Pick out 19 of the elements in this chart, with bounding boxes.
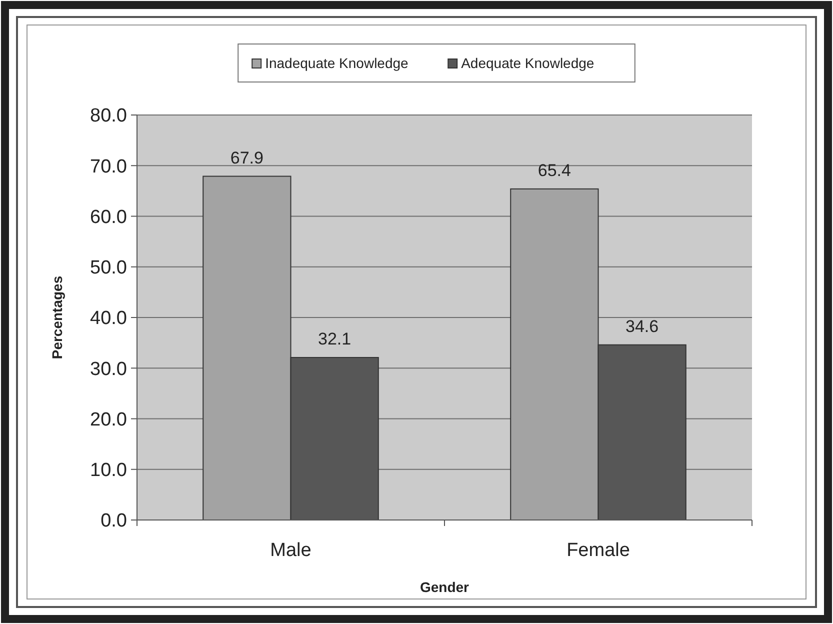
x-tick-label: Male bbox=[270, 540, 312, 561]
y-tick-label: 70.0 bbox=[90, 156, 127, 178]
legend-label: Inadequate Knowledge bbox=[265, 55, 409, 71]
data-label: 65.4 bbox=[538, 160, 571, 180]
data-label: 34.6 bbox=[626, 316, 659, 336]
data-label: 32.1 bbox=[318, 329, 352, 348]
y-tick-label: 10.0 bbox=[90, 460, 127, 482]
y-tick-label: 80.0 bbox=[90, 106, 127, 127]
y-tick-label: 60.0 bbox=[90, 206, 127, 228]
y-tick-label: 50.0 bbox=[90, 258, 127, 279]
y-tick-label: 0.0 bbox=[100, 510, 127, 532]
data-label: 67.9 bbox=[230, 148, 264, 168]
y-tick-label: 20.0 bbox=[90, 409, 127, 430]
x-axis-title: Gender bbox=[420, 579, 470, 595]
y-tick-label: 40.0 bbox=[90, 308, 127, 330]
y-axis-title: Percentages bbox=[49, 276, 65, 360]
x-tick-label: Female bbox=[566, 540, 630, 561]
legend-label: Adequate Knowledge bbox=[461, 55, 594, 71]
y-tick-label: 30.0 bbox=[90, 358, 127, 380]
